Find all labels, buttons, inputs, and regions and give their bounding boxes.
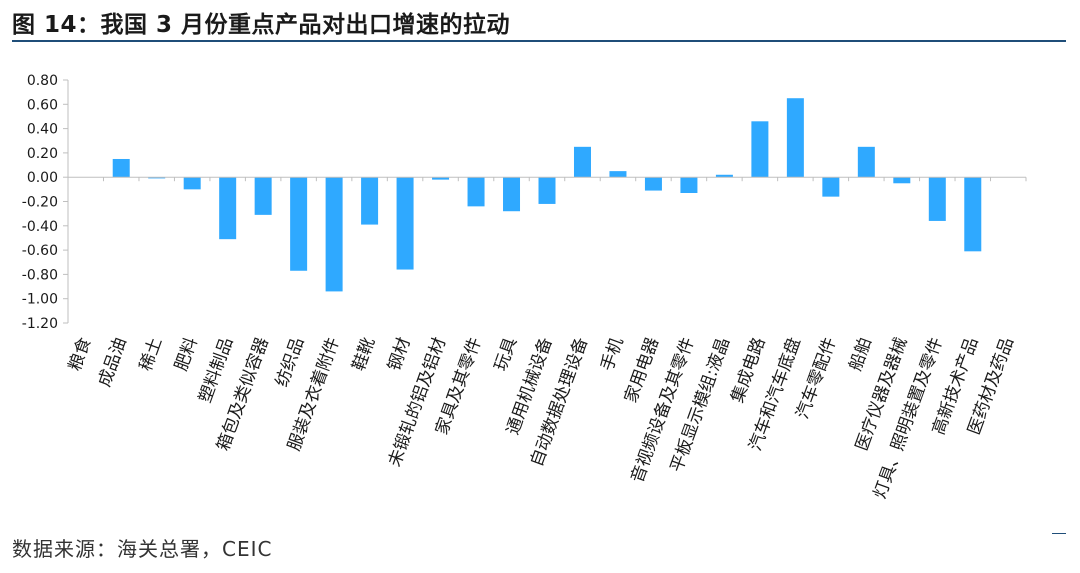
bar <box>893 177 911 184</box>
y-tick-label: 0.00 <box>27 170 58 186</box>
bar <box>503 177 521 212</box>
bar <box>467 177 485 207</box>
x-tick-label: 稀土 <box>136 335 166 374</box>
y-tick-label: 0.20 <box>27 146 58 162</box>
bar <box>219 177 237 240</box>
y-tick-label: 0.40 <box>27 122 58 138</box>
title-divider <box>12 40 1066 42</box>
chart-title: 图 14：我国 3 月份重点产品对出口增速的拉动 <box>12 12 511 38</box>
bar <box>538 177 556 204</box>
bars-group <box>112 98 982 292</box>
bar <box>964 177 982 252</box>
x-tick-label: 钢材 <box>384 335 414 374</box>
bar <box>432 177 450 180</box>
x-tick-label: 塑料制品 <box>195 335 237 406</box>
y-tick-label: -0.80 <box>22 267 58 283</box>
corner-mark <box>1052 533 1066 534</box>
x-tick-label: 玩具 <box>491 335 521 374</box>
bar <box>396 177 414 270</box>
y-tick-label: -1.20 <box>22 316 58 332</box>
bar <box>112 158 130 178</box>
y-tick-label: -0.20 <box>22 195 58 211</box>
bar <box>361 177 379 225</box>
x-tick-label: 纺织品 <box>272 335 308 390</box>
source-note: 数据来源：海关总署，CEIC <box>12 537 273 561</box>
y-tick-label: 0.60 <box>27 97 58 113</box>
y-tick-label: -1.00 <box>22 292 58 308</box>
x-tick-label: 成品油 <box>95 335 131 390</box>
x-tick-label: 手机 <box>597 335 627 374</box>
x-tick-label: 鞋靴 <box>349 335 379 374</box>
bar <box>857 146 875 178</box>
bar <box>751 121 769 178</box>
bar <box>715 174 733 178</box>
bar <box>254 177 272 215</box>
x-tick-label: 船舶 <box>846 335 876 374</box>
x-axis <box>67 176 1027 182</box>
bar <box>644 177 662 191</box>
y-tick-label: -0.40 <box>22 219 58 235</box>
bar <box>573 146 591 178</box>
bar <box>325 177 343 292</box>
bar-chart: 0.80 0.60 0.40 0.20 0.00 -0.20 -0.40 -0.60 -0.80… <box>22 73 1027 502</box>
bar <box>786 98 804 178</box>
x-tick-label: 集成电路 <box>728 335 770 406</box>
bar <box>609 171 627 178</box>
bar <box>822 177 840 197</box>
x-tick-label: 粮食 <box>65 335 95 374</box>
bar <box>148 177 166 179</box>
y-tick-label: 0.80 <box>27 73 58 89</box>
x-tick-label: 肥料 <box>171 335 201 374</box>
bar <box>680 177 698 193</box>
bar <box>183 177 201 190</box>
x-tick-label: 家用电器 <box>621 335 663 406</box>
bar <box>290 177 308 271</box>
y-tick-label: -0.60 <box>22 243 58 259</box>
y-axis: 0.80 0.60 0.40 0.20 0.00 -0.20 -0.40 -0.60 -0.80… <box>22 73 69 332</box>
bar <box>928 177 946 221</box>
